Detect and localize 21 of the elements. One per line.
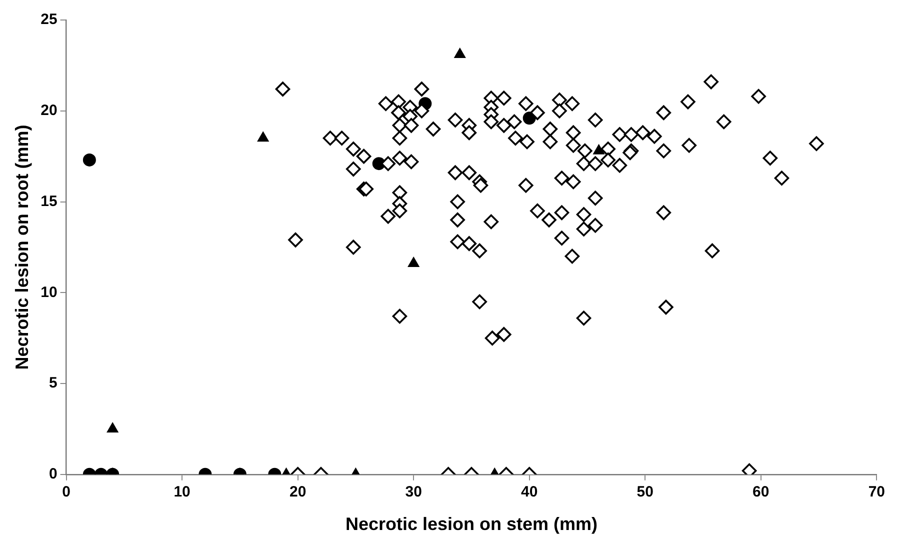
x-axis-title: Necrotic lesion on stem (mm) — [345, 514, 598, 534]
point — [106, 422, 118, 432]
y-tick-label: 25 — [40, 11, 58, 28]
y-axis-title: Necrotic lesion on root (mm) — [12, 124, 32, 370]
y-tick-label: 10 — [40, 284, 58, 301]
point — [257, 132, 269, 142]
x-tick-label: 30 — [405, 484, 422, 501]
x-tick-label: 0 — [62, 484, 70, 501]
point — [593, 144, 605, 154]
x-tick-label: 60 — [752, 484, 770, 501]
x-tick-label: 20 — [289, 484, 306, 501]
y-tick-label: 15 — [40, 192, 58, 210]
point — [82, 153, 96, 166]
y-tick-label: 20 — [40, 102, 58, 120]
x-tick-label: 40 — [521, 484, 538, 501]
point — [408, 257, 420, 268]
x-tick-label: 70 — [868, 484, 885, 501]
y-tick-label: 5 — [48, 374, 58, 392]
x-tick-label: 10 — [174, 484, 190, 501]
x-tick-label: 50 — [636, 484, 654, 501]
y-tick-label: 0 — [48, 466, 58, 483]
